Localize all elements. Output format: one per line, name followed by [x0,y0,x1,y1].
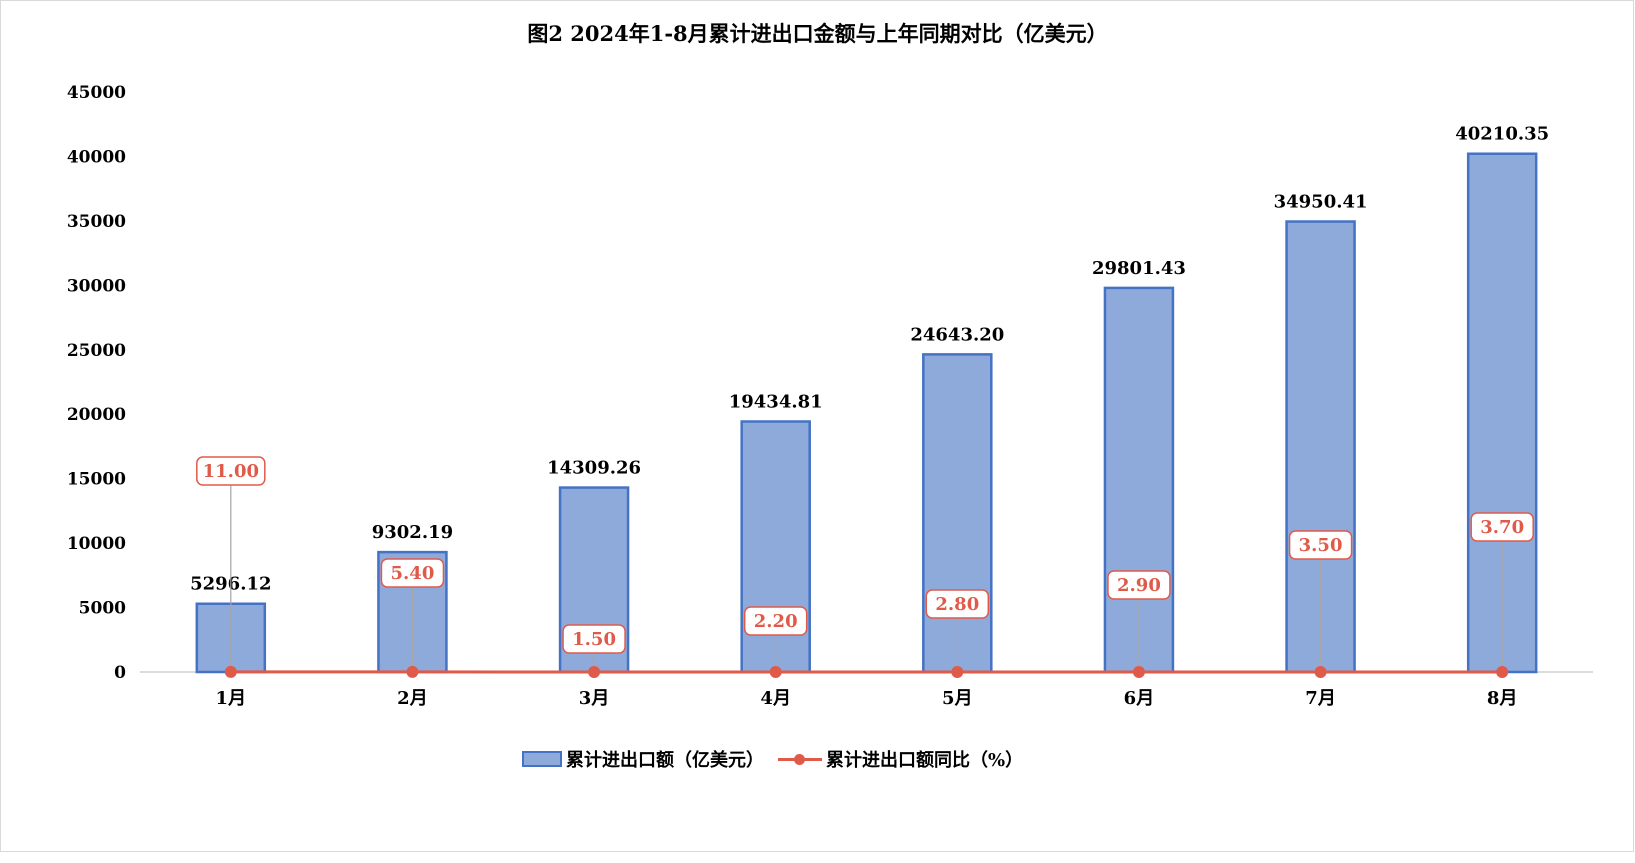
y-tick-label: 40000 [67,147,126,167]
line-point [769,665,782,678]
line-value-label: 11.00 [203,461,259,482]
bar-value-label: 14309.26 [547,458,641,479]
x-tick-label: 7月 [1305,688,1336,709]
line-value-box [1107,570,1171,600]
line-value-label: 3.70 [1480,517,1524,538]
line-value-label: 2.80 [935,594,979,615]
line-value-box [743,606,808,636]
line-value-box [1470,512,1534,542]
line-value-label: 1.50 [572,629,616,650]
chart-title: 图2 2024年1-8月累计进出口金额与上年同期对比（亿美元） [527,21,1108,46]
legend: 累计进出口额（亿美元） 累计进出口额同比（%） [522,746,1037,772]
legend-bar-label: 累计进出口额（亿美元） [566,750,764,771]
y-tick-label: 20000 [67,405,126,425]
x-tick-label: 5月 [942,688,973,709]
x-axis: 1月 2月 3月 4月 5月 6月 7月 8月 [216,688,1518,709]
legend-item-bar: 累计进出口额（亿美元） [522,746,764,772]
y-tick-label: 25000 [67,341,126,361]
line-series [224,665,1509,678]
bar-value-label: 29801.43 [1092,258,1186,279]
x-tick-label: 3月 [579,688,610,709]
y-tick-label: 0 [114,663,126,683]
line-data-labels: 11.00 5.40 1.50 2.20 2.80 2.90 3.50 3.70 [196,456,1534,654]
line-value-box [925,589,990,619]
bar-value-label: 24643.20 [910,324,1004,345]
line-value-label: 3.50 [1299,535,1343,556]
line-point [588,665,601,678]
legend-item-line: 累计进出口额同比（%） [778,746,1023,772]
y-tick-label: 5000 [79,599,126,619]
bar-value-label: 40210.35 [1455,124,1549,145]
line-value-label: 2.90 [1117,575,1161,596]
bar-value-label: 19434.81 [729,392,823,413]
y-tick-label: 15000 [67,470,126,490]
legend-line-label: 累计进出口额同比（%） [826,750,1024,771]
x-tick-label: 8月 [1487,688,1518,709]
bar-series [195,152,1538,674]
x-tick-label: 1月 [216,688,247,709]
bar-value-label: 34950.41 [1274,192,1368,213]
bar-value-label: 9302.19 [372,522,453,543]
line-value-box [562,624,626,654]
y-tick-label: 45000 [67,83,126,103]
line-point [406,665,419,678]
y-axis: 0 5000 10000 15000 20000 25000 30000 35000 40000… [67,83,126,683]
line-value-box [1288,530,1353,560]
line-point [1314,665,1327,678]
y-tick-label: 30000 [67,276,126,296]
line-value-label: 2.20 [754,611,798,632]
bar-data-labels: 5296.129302.1914309.2619434.8124643.2029… [190,124,1549,595]
line-point [1496,665,1509,678]
x-tick-label: 2月 [397,688,428,709]
x-tick-label: 6月 [1124,688,1155,709]
line-value-box [380,558,445,588]
line-point [224,665,237,678]
x-tick-label: 4月 [760,688,791,709]
line-point [951,665,964,678]
line-value-box [196,456,266,486]
y-tick-label: 10000 [67,534,126,554]
legend-bar-swatch [522,751,562,767]
y-tick-label: 35000 [67,212,126,232]
bar [1103,286,1175,674]
line-point [1132,665,1145,678]
legend-line-swatch [778,751,822,767]
line-value-label: 5.40 [391,563,435,584]
callout-leaders [230,485,1503,666]
